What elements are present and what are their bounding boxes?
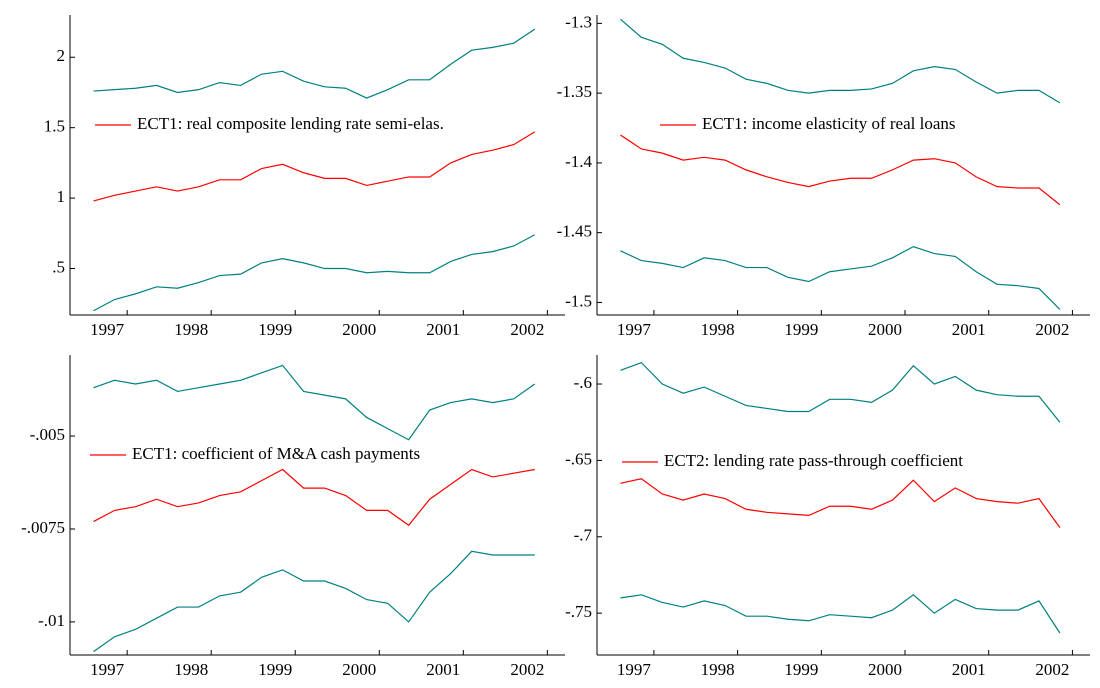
series-line (620, 478, 1061, 528)
x-tick-label: 1998 (701, 320, 735, 339)
legend-label: ECT1: income elasticity of real loans (702, 114, 956, 133)
y-tick-label: -1.4 (565, 152, 592, 171)
y-tick-label: .5 (52, 257, 65, 276)
y-tick-label: -.6 (574, 373, 592, 392)
x-tick-label: 2000 (868, 320, 902, 339)
y-tick-label: -.65 (565, 449, 592, 468)
legend-label: ECT1: coefficient of M&A cash payments (132, 444, 420, 463)
x-tick-label: 2000 (868, 660, 902, 679)
y-tick-label: 1 (57, 187, 66, 206)
x-tick-label: 1999 (258, 660, 292, 679)
y-tick-label: -1.35 (557, 82, 592, 101)
series-line (93, 28, 536, 99)
legend-label: ECT1: real composite lending rate semi-e… (137, 114, 444, 133)
x-tick-label: 2000 (342, 660, 376, 679)
series-line (93, 468, 535, 527)
series-line (620, 134, 1061, 206)
series-line (93, 131, 536, 202)
y-tick-label: -1.5 (565, 291, 592, 310)
series-line (620, 18, 1061, 104)
series-line (620, 594, 1061, 634)
y-tick-label: -1.3 (565, 12, 592, 31)
x-tick-label: 1997 (90, 660, 125, 679)
x-tick-label: 2001 (952, 660, 986, 679)
x-tick-label: 2002 (510, 660, 544, 679)
x-tick-label: 2001 (952, 320, 986, 339)
series-line (620, 245, 1061, 310)
y-tick-label: -.75 (565, 602, 592, 621)
y-tick-label: 1.5 (44, 117, 65, 136)
y-tick-label: -.005 (30, 425, 65, 444)
x-tick-label: 2002 (1035, 320, 1069, 339)
x-tick-label: 1999 (258, 320, 292, 339)
x-tick-label: 1998 (701, 660, 735, 679)
series-line (620, 361, 1061, 423)
x-tick-label: 1997 (617, 320, 652, 339)
x-tick-label: 1999 (784, 320, 818, 339)
series-line (93, 550, 535, 653)
x-tick-label: 2001 (426, 320, 460, 339)
x-tick-label: 2001 (426, 660, 460, 679)
x-tick-label: 2002 (1035, 660, 1069, 679)
series-line (93, 234, 536, 312)
x-tick-label: 2002 (510, 320, 544, 339)
x-tick-label: 1997 (617, 660, 652, 679)
y-tick-label: -.0075 (21, 518, 65, 537)
series-line (93, 364, 536, 441)
y-tick-label: -.01 (38, 611, 65, 630)
x-tick-label: 1998 (174, 660, 208, 679)
x-tick-label: 2000 (342, 320, 376, 339)
x-tick-label: 1997 (90, 320, 125, 339)
legend-label: ECT2: lending rate pass-through coeffici… (664, 451, 963, 470)
y-tick-label: -.7 (574, 526, 593, 545)
y-tick-label: -1.45 (557, 222, 592, 241)
x-tick-label: 1999 (784, 660, 818, 679)
y-tick-label: 2 (57, 46, 66, 65)
x-tick-label: 1998 (174, 320, 208, 339)
